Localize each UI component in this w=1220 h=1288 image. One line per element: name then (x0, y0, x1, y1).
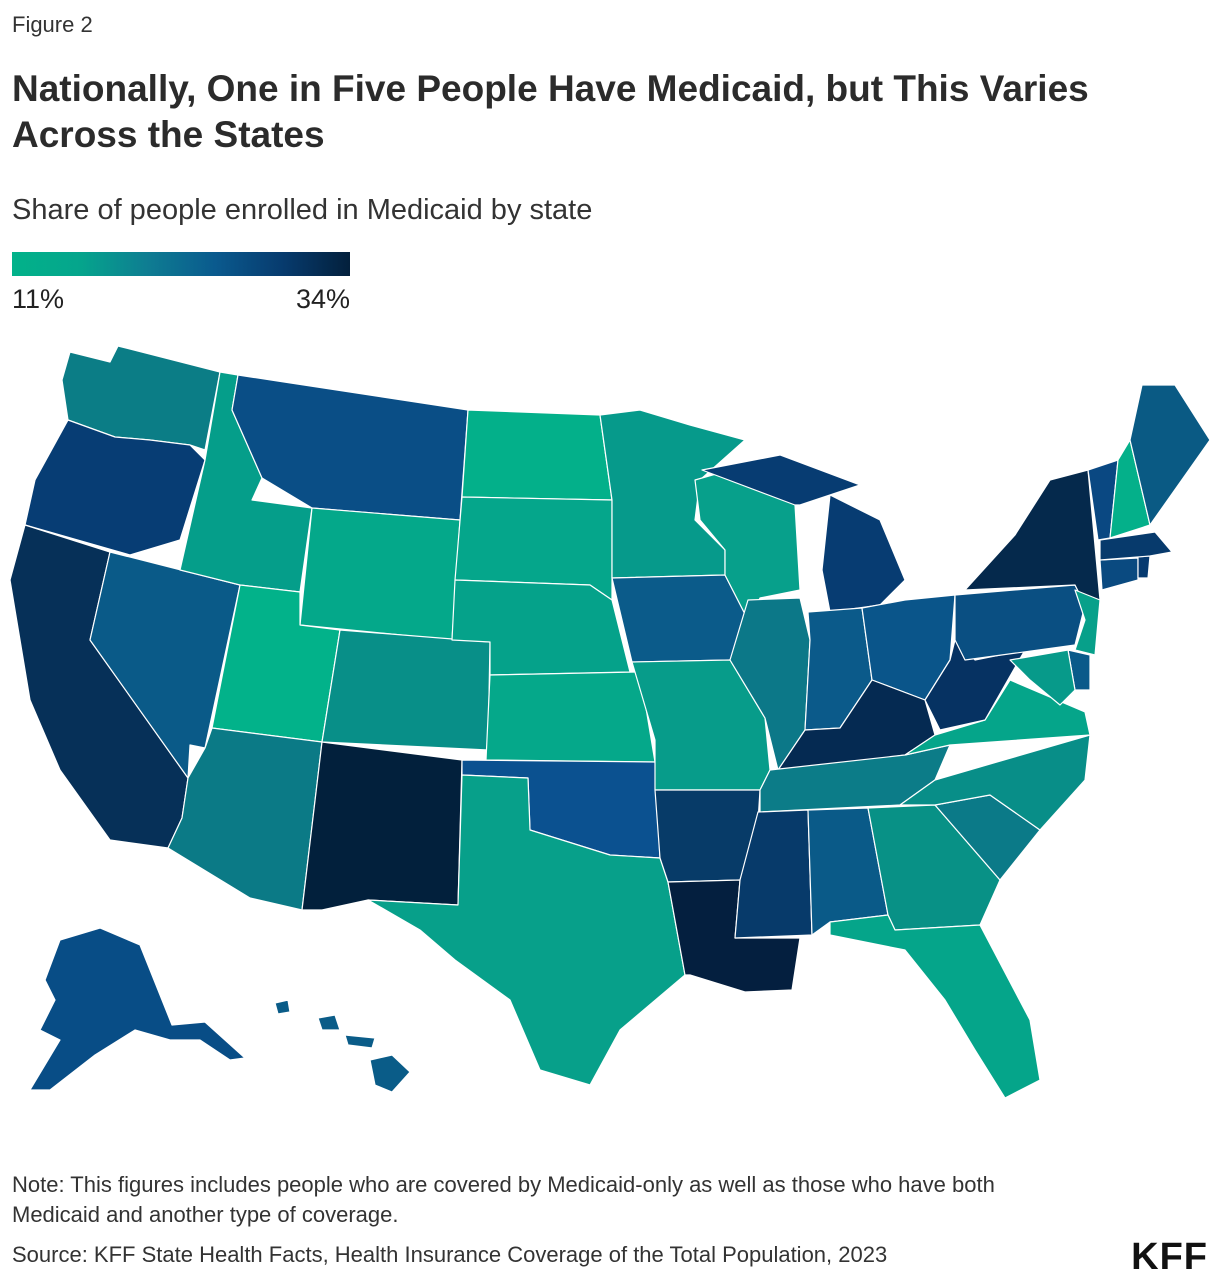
figure-label: Figure 2 (12, 12, 93, 37)
state-fl[interactable] (829, 914, 1041, 1099)
source-line: Source: KFF State Health Facts, Health I… (12, 1242, 888, 1267)
state-ms[interactable] (734, 809, 813, 939)
legend-max-label: 34% (295, 284, 350, 314)
state-ny[interactable] (964, 469, 1101, 606)
state-mn[interactable] (599, 409, 746, 579)
state-ma[interactable] (1099, 531, 1173, 561)
state-mt[interactable] (231, 374, 469, 521)
state-ri[interactable] (1137, 555, 1151, 579)
state-md[interactable] (1009, 649, 1076, 706)
state-hi[interactable] (274, 999, 411, 1093)
chart-subtitle: Share of people enrolled in Medicaid by … (12, 194, 593, 226)
state-nj[interactable] (1074, 589, 1101, 656)
footnote: Note: This figures includes people who a… (12, 1172, 995, 1227)
legend-min-label: 11% (12, 284, 65, 314)
us-state-map (9, 345, 1211, 1099)
state-or[interactable] (24, 419, 206, 556)
chart-title: Nationally, One in Five People Have Medi… (12, 68, 1089, 155)
state-me[interactable] (1129, 384, 1211, 526)
state-ks[interactable] (485, 671, 656, 763)
state-co[interactable] (321, 629, 491, 751)
state-az[interactable] (167, 727, 323, 911)
state-ak[interactable] (29, 927, 246, 1091)
state-nc[interactable] (899, 734, 1091, 831)
state-tx[interactable] (367, 774, 686, 1086)
state-va[interactable] (904, 679, 1091, 756)
state-nd[interactable] (461, 409, 613, 501)
kff-logo: KFF (1131, 1236, 1208, 1278)
legend-gradient-bar (12, 252, 350, 276)
state-nm[interactable] (301, 741, 463, 911)
state-wy[interactable] (299, 507, 461, 641)
state-pa[interactable] (954, 584, 1086, 661)
state-ct[interactable] (1099, 557, 1139, 591)
state-ia[interactable] (611, 574, 749, 663)
